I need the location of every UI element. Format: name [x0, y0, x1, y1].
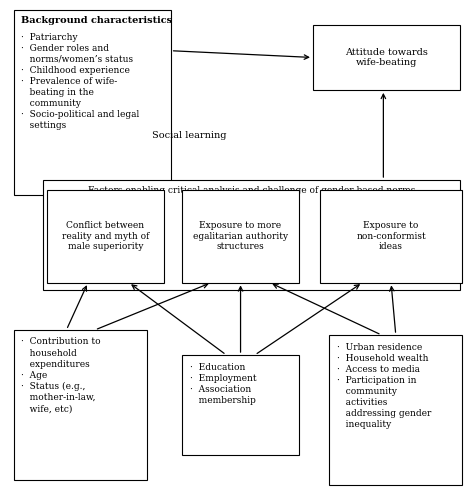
Text: Social learning: Social learning	[152, 130, 227, 140]
Text: ·  Education
·  Employment
·  Association
   membership: · Education · Employment · Association m…	[190, 362, 256, 405]
FancyBboxPatch shape	[43, 180, 460, 290]
Text: Attitude towards
wife-beating: Attitude towards wife-beating	[345, 48, 428, 67]
FancyBboxPatch shape	[182, 355, 299, 455]
FancyBboxPatch shape	[14, 10, 171, 195]
FancyBboxPatch shape	[14, 330, 147, 480]
Text: Exposure to more
egalitarian authority
structures: Exposure to more egalitarian authority s…	[193, 222, 288, 251]
Text: ·  Patriarchy
·  Gender roles and
   norms/women’s status
·  Childhood experienc: · Patriarchy · Gender roles and norms/wo…	[21, 32, 139, 130]
Text: ·  Contribution to
   household
   expenditures
·  Age
·  Status (e.g.,
   mothe: · Contribution to household expenditures…	[21, 338, 101, 413]
Text: Background characteristics: Background characteristics	[21, 16, 173, 25]
FancyBboxPatch shape	[320, 190, 462, 282]
Text: Exposure to
non-conformist
ideas: Exposure to non-conformist ideas	[356, 222, 426, 251]
FancyBboxPatch shape	[47, 190, 164, 282]
FancyBboxPatch shape	[313, 25, 460, 90]
Text: Factors enabling critical analysis and challenge of gender-based norms: Factors enabling critical analysis and c…	[88, 186, 415, 195]
Text: Conflict between
reality and myth of
male superiority: Conflict between reality and myth of mal…	[62, 222, 149, 251]
FancyBboxPatch shape	[329, 335, 462, 485]
Text: ·  Urban residence
·  Household wealth
·  Access to media
·  Participation in
  : · Urban residence · Household wealth · A…	[337, 342, 431, 429]
FancyBboxPatch shape	[182, 190, 299, 282]
